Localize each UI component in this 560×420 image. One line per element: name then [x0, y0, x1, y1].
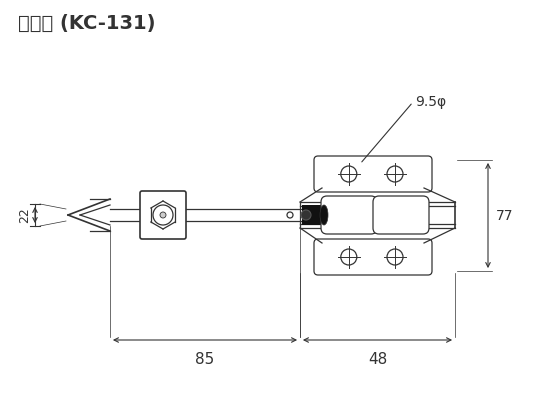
- Circle shape: [387, 249, 403, 265]
- Circle shape: [153, 205, 173, 225]
- Text: 77: 77: [496, 208, 514, 223]
- FancyBboxPatch shape: [321, 196, 377, 234]
- Text: 48: 48: [368, 352, 387, 367]
- Circle shape: [160, 212, 166, 218]
- Text: 85: 85: [195, 352, 214, 367]
- FancyBboxPatch shape: [140, 191, 186, 239]
- FancyBboxPatch shape: [314, 156, 432, 192]
- Circle shape: [301, 210, 311, 220]
- FancyBboxPatch shape: [373, 196, 429, 234]
- Circle shape: [287, 212, 293, 218]
- Text: 22: 22: [18, 207, 31, 223]
- Circle shape: [341, 249, 357, 265]
- Circle shape: [387, 166, 403, 182]
- Text: 寸法図 (KC-131): 寸法図 (KC-131): [18, 14, 156, 33]
- Bar: [302, 205, 324, 225]
- FancyBboxPatch shape: [314, 239, 432, 275]
- Circle shape: [341, 166, 357, 182]
- Text: 9.5φ: 9.5φ: [415, 95, 446, 109]
- Ellipse shape: [320, 205, 328, 225]
